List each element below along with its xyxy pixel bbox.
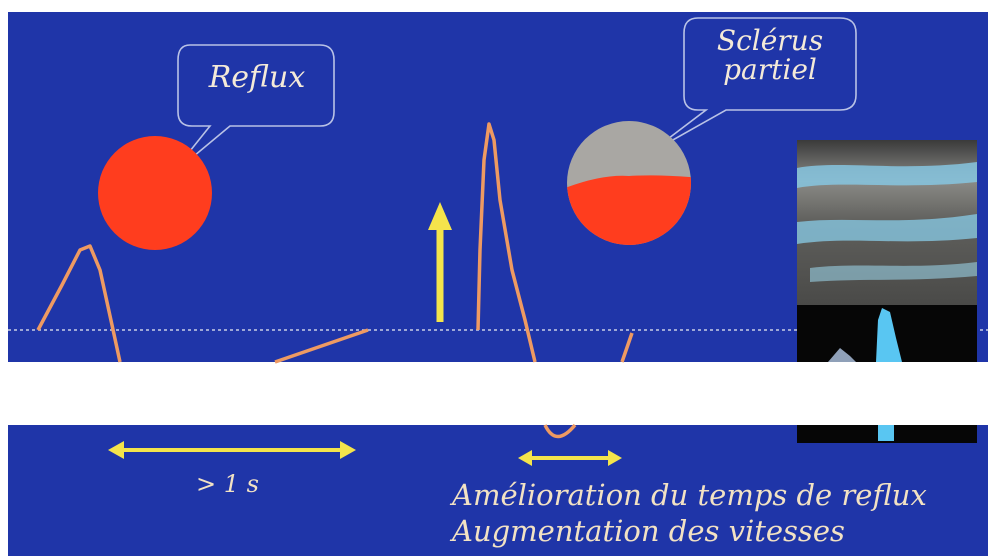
- doppler-peak-bottom: [878, 425, 894, 441]
- duration-arrow-left-head-l: [108, 441, 124, 459]
- slide-background-bottom: [8, 425, 988, 556]
- caption-line-2: Augmentation des vitesses: [452, 514, 845, 548]
- waveform-right-peak: [476, 122, 537, 363]
- sphere-reflux: [98, 136, 212, 250]
- doppler-inset: [797, 140, 977, 443]
- duration-label: > 1 s: [196, 470, 259, 498]
- caption-line-1: Amélioration du temps de reflux: [452, 478, 927, 512]
- duration-arrow-right-head-l: [518, 450, 532, 466]
- waveform-right-dip: [543, 423, 577, 439]
- waveform-right-tail: [620, 332, 634, 363]
- vein-lumen-1: [797, 162, 977, 188]
- duration-arrow-right-head-r: [608, 450, 622, 466]
- waveform-left-peak: [36, 244, 122, 363]
- bubble-reflux: [169, 44, 335, 177]
- doppler-peak-large: [876, 308, 902, 362]
- bubble-sclerus-label: Sclérus partiel: [716, 24, 824, 87]
- doppler-peak-small: [828, 348, 856, 362]
- white-band: [8, 362, 988, 425]
- velocity-arrow-head: [428, 202, 452, 230]
- vein-lumen-3: [810, 262, 977, 282]
- bubble-sclerus: [647, 17, 857, 155]
- bubble-reflux-label: Reflux: [208, 60, 306, 95]
- vein-lumen-2: [797, 214, 977, 244]
- duration-arrow-left-head-r: [340, 441, 356, 459]
- waveform-left-ramp: [274, 328, 369, 364]
